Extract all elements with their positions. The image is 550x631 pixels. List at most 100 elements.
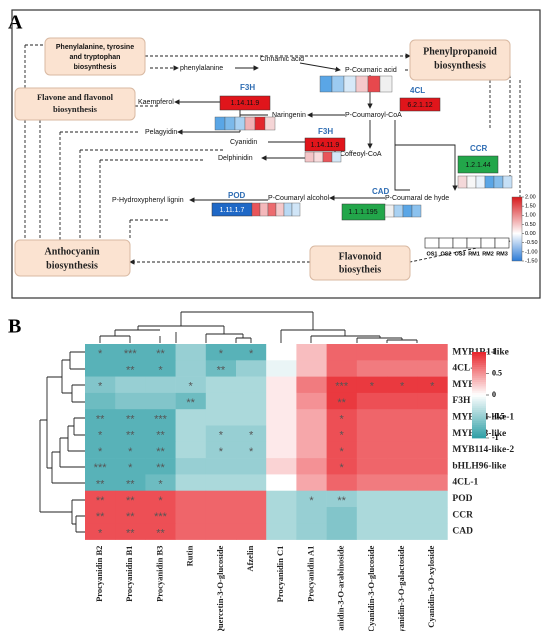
heatmap-cell <box>115 425 146 443</box>
enzyme-box <box>457 155 499 174</box>
significance-mark: ** <box>156 527 165 539</box>
heatmap-cell <box>175 376 207 394</box>
row-label: CAD <box>452 527 473 537</box>
heatmap-cell <box>145 490 176 508</box>
heatmap-cell <box>296 441 327 459</box>
heatmap-cell <box>417 409 448 426</box>
significance-mark: ** <box>96 511 105 523</box>
row-label: 4CL-1 <box>452 478 478 488</box>
heatmap-cell <box>296 392 327 410</box>
panel-frame <box>11 9 541 299</box>
heatmap-cell <box>356 507 388 524</box>
significance-mark: * <box>340 413 345 425</box>
heatmap-cell <box>387 458 418 475</box>
heatmap-cell <box>175 441 207 459</box>
heatmap-cell <box>387 360 418 377</box>
colorbar-segment <box>472 420 486 424</box>
significance-mark: ** <box>126 430 135 442</box>
column-label: Procyanidin B1 <box>124 546 134 602</box>
heatmap-cell <box>356 409 388 426</box>
colorbar-segment <box>472 418 486 422</box>
heatmap-cell <box>356 392 388 410</box>
colorbar-segment <box>472 386 486 389</box>
enzymes: 4CL 6.2.1.12 F3H 1.14.11.9 F3H 1.14.11.9… <box>211 83 499 221</box>
heatmap-cell <box>145 523 176 540</box>
dendrogram <box>39 311 418 533</box>
compound: Cyanidin <box>230 139 257 146</box>
pathway-boxes: Phenylalanine, tyrosine and tryptophan b… <box>14 37 511 281</box>
pathway-box <box>309 245 411 281</box>
heatmap-cell <box>417 425 448 443</box>
colorbar-segment <box>472 364 486 368</box>
heatmap-cell <box>115 392 146 410</box>
heatmap-cell <box>85 523 116 540</box>
column-label: Procyanidin B3 <box>154 546 164 602</box>
heatmap-cell <box>205 490 237 508</box>
enzyme-ec: 1.1.1.195 <box>348 209 377 216</box>
heatmap-cell <box>85 392 116 410</box>
enzyme-ec: 6.2.1.12 <box>407 102 432 109</box>
colorbar-tick-label: -0.5 <box>492 411 505 420</box>
pathway-name: Flavonoid <box>339 251 382 262</box>
heatmap-cell <box>387 441 418 459</box>
heatmap-cell <box>387 490 418 508</box>
pathway-name: biosynthesis <box>53 104 98 114</box>
compound: P-Coumaral de hyde <box>385 195 449 202</box>
heatmap-cell <box>356 344 388 361</box>
significance-mark: * <box>370 381 375 393</box>
heatmap-cell <box>266 474 297 491</box>
significance-mark: ** <box>126 527 135 539</box>
significance-mark: * <box>249 446 254 458</box>
heatmap-cell <box>296 409 327 426</box>
colorbar-segment <box>472 416 486 420</box>
heatmap-cell <box>115 441 146 459</box>
enzyme-box <box>304 137 346 152</box>
compound: P-Coumaric acid <box>345 67 397 74</box>
heatmap-cell <box>175 458 207 475</box>
significance-mark: ** <box>337 495 346 507</box>
heatmap-cell <box>175 392 207 410</box>
heatmap-cell <box>115 507 146 524</box>
significance-mark: ** <box>96 495 105 507</box>
colorbar-segment <box>472 382 486 385</box>
significance-mark: ** <box>126 478 135 490</box>
compound: P-Coumaroyl-CoA <box>345 112 402 119</box>
enzyme-ec: 1.11.1.7 <box>220 207 245 214</box>
legend-tick-label: 0.50 <box>525 222 536 228</box>
heatmap-cell <box>145 409 176 426</box>
heatmap-cell <box>205 392 237 410</box>
heatmap-cell <box>356 376 388 394</box>
colorbar-segment <box>472 427 486 430</box>
colorbar-segment <box>472 399 486 402</box>
heatmap-cell <box>266 360 297 377</box>
legend-tick-label: -1.00 <box>525 249 538 255</box>
significance-mark: * <box>158 495 163 507</box>
heatmap-cell <box>236 523 267 540</box>
significance-mark: * <box>340 462 345 474</box>
heatmap-cell <box>296 490 327 508</box>
compounds: phenylalanine Cinnamic acid P-Coumaric a… <box>112 56 449 204</box>
heatmap-cell <box>326 360 358 377</box>
heatmap-cell <box>236 376 267 394</box>
heatmap-cell <box>356 425 388 443</box>
heatmap-cell <box>145 360 176 377</box>
heatmap-cell <box>85 441 116 459</box>
heatmap-cell <box>417 490 448 508</box>
heatmap-cell <box>175 490 207 508</box>
colorbar-segment <box>472 414 486 417</box>
column-label: Procyanidin B2 <box>94 546 104 602</box>
heatmap-cell <box>205 409 237 426</box>
heatmap-cell <box>205 474 237 491</box>
compound: Kaempferol <box>138 99 174 106</box>
pathway-name: biosytheis <box>339 264 381 275</box>
significance-mark: * <box>219 348 224 360</box>
heatmap-cell <box>387 376 418 394</box>
enzyme-box <box>219 95 271 111</box>
legend-colorbar <box>511 196 523 262</box>
heatmap-cell <box>326 441 358 459</box>
heatmap-cell <box>175 360 207 377</box>
significance-mark: ** <box>156 446 165 458</box>
heatmap-cell <box>145 376 176 394</box>
enzyme-name: POD <box>228 191 246 200</box>
legend-tick-label: -0.50 <box>525 240 538 246</box>
